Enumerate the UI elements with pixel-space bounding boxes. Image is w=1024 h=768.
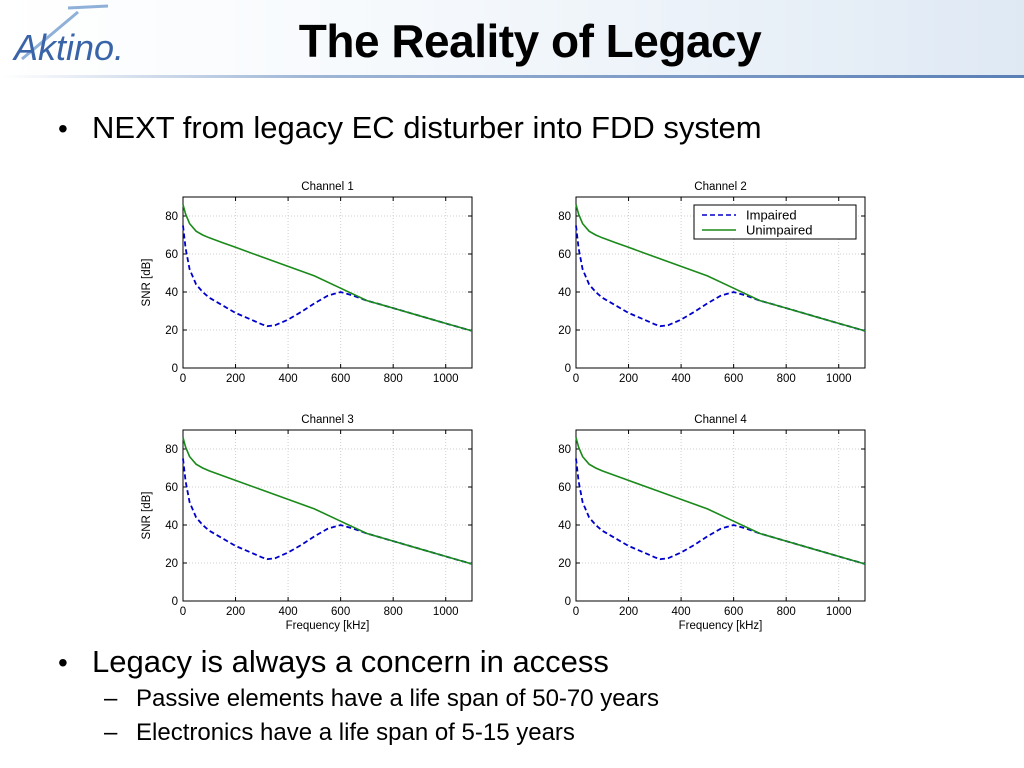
x-tick-label: 1000 (433, 373, 459, 385)
series-unimpaired-line (575, 437, 866, 565)
sub-bullet-text: Electronics have a life span of 5-15 yea… (136, 719, 575, 746)
sub-bullet-marker: – (104, 685, 118, 712)
y-tick-label: 40 (165, 520, 178, 532)
y-tick-label: 60 (558, 482, 571, 494)
chart-title: Channel 3 (301, 414, 353, 426)
y-tick-label: 0 (565, 596, 571, 608)
aktino-logo: Aktino. (12, 4, 124, 68)
x-tick-label: 0 (573, 373, 579, 385)
logo-swoosh (21, 4, 109, 61)
chart-channel-1: 0 200 400 600 800 1000 0 20 40 60 80 Channel 1 SNR [… (141, 181, 473, 385)
y-tick-label: 20 (165, 558, 178, 570)
series-unimpaired-line (575, 204, 866, 332)
x-tick-label: 400 (671, 606, 690, 618)
axes-frame (575, 429, 866, 602)
x-tick-label: 800 (384, 373, 403, 385)
x-tick-label: 0 (180, 606, 186, 618)
legend-label: Impaired (746, 208, 797, 223)
slide-title: The Reality of Legacy (298, 15, 762, 67)
series-impaired-line (575, 458, 866, 565)
bullet-text: NEXT from legacy EC disturber into FDD s… (92, 110, 762, 145)
axes-frame (182, 429, 473, 602)
x-tick-label: 600 (724, 606, 743, 618)
y-tick-label: 0 (172, 363, 178, 375)
x-tick-label: 1000 (433, 606, 459, 618)
x-tick-label: 1000 (826, 373, 852, 385)
y-tick-label: 60 (165, 482, 178, 494)
x-tick-label: 200 (619, 373, 638, 385)
axes-frame (182, 196, 473, 369)
x-tick-label: 600 (724, 373, 743, 385)
legend-label: Unimpaired (746, 223, 812, 238)
bullet-marker: • (58, 113, 68, 144)
logo-wordmark: Aktino. (12, 27, 124, 68)
chart-channel-3: 0 200 400 600 800 1000 0 20 40 60 80 Channel 3 Frequ… (141, 414, 473, 632)
y-tick-label: 0 (172, 596, 178, 608)
chart-title: Channel 1 (301, 181, 353, 193)
chart-title: Channel 4 (694, 414, 747, 426)
bullet-marker: • (58, 647, 68, 678)
sub-bullet-marker: – (104, 719, 118, 746)
x-axis-label: Frequency [kHz] (679, 620, 763, 632)
chart-title: Channel 2 (694, 181, 746, 193)
x-tick-label: 400 (671, 373, 690, 385)
x-tick-label: 600 (331, 606, 350, 618)
x-axis-label: Frequency [kHz] (286, 620, 370, 632)
y-tick-label: 40 (558, 287, 571, 299)
y-tick-label: 60 (165, 249, 178, 261)
series-impaired-line (182, 225, 473, 332)
x-tick-label: 800 (777, 606, 796, 618)
series-impaired-line (575, 225, 866, 332)
bullet-text: Legacy is always a concern in access (92, 644, 609, 679)
series-unimpaired-line (182, 204, 473, 332)
y-tick-label: 80 (558, 444, 571, 456)
y-tick-label: 40 (558, 520, 571, 532)
x-tick-label: 200 (619, 606, 638, 618)
y-tick-label: 40 (165, 287, 178, 299)
header-divider (0, 75, 1024, 78)
axes-frame (575, 196, 866, 369)
y-tick-label: 20 (165, 325, 178, 337)
x-tick-label: 800 (384, 606, 403, 618)
x-tick-label: 800 (777, 373, 796, 385)
x-tick-label: 400 (278, 373, 297, 385)
legend-box (693, 204, 857, 240)
y-tick-label: 80 (558, 211, 571, 223)
chart-channel-4: 0 200 400 600 800 1000 0 20 40 60 80 Channel 4 Frequ… (558, 414, 866, 632)
sub-bullet-text: Passive elements have a life span of 50-… (136, 685, 659, 712)
y-axis-label: SNR [dB] (141, 492, 153, 540)
x-tick-label: 200 (226, 606, 245, 618)
series-unimpaired-line (182, 437, 473, 565)
y-tick-label: 20 (558, 558, 571, 570)
y-tick-label: 80 (165, 444, 178, 456)
chart-channel-2: 0 200 400 600 800 1000 0 20 40 60 80 Channel 2 Impai… (558, 181, 866, 385)
bullet-next: • NEXT from legacy EC disturber into FDD… (58, 110, 762, 146)
header-band (0, 0, 1024, 78)
x-tick-label: 200 (226, 373, 245, 385)
sub-bullet-passive: – Passive elements have a life span of 5… (104, 685, 659, 713)
x-tick-label: 600 (331, 373, 350, 385)
series-impaired-line (182, 458, 473, 565)
x-tick-label: 0 (573, 606, 579, 618)
sub-bullet-electronics: – Electronics have a life span of 5-15 y… (104, 719, 575, 747)
y-tick-label: 20 (558, 325, 571, 337)
x-tick-label: 0 (180, 373, 186, 385)
y-axis-label: SNR [dB] (141, 259, 153, 307)
bullet-legacy: • Legacy is always a concern in access (58, 644, 609, 680)
x-tick-label: 400 (278, 606, 297, 618)
y-tick-label: 60 (558, 249, 571, 261)
x-tick-label: 1000 (826, 606, 852, 618)
y-tick-label: 80 (165, 211, 178, 223)
y-tick-label: 0 (565, 363, 571, 375)
